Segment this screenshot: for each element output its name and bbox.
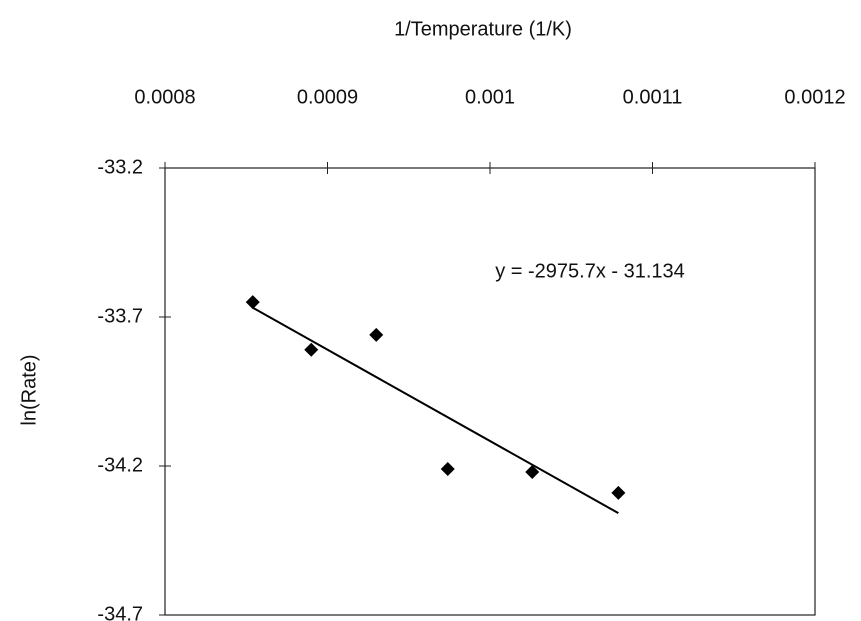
y-axis-title: ln(Rate): [18, 354, 40, 425]
data-point: [304, 342, 319, 357]
trendline-equation: y = -2975.7x - 31.134: [495, 260, 685, 282]
x-tick-label: 0.001: [465, 86, 515, 108]
x-tick-label: 0.0008: [134, 86, 195, 108]
data-point: [611, 485, 626, 500]
plot-frame: [164, 167, 816, 616]
x-tick-label: 0.0009: [297, 86, 358, 108]
y-tick-label: -33.7: [97, 305, 143, 327]
trendline: [252, 306, 619, 515]
x-tick-label: 0.0012: [784, 86, 845, 108]
y-tick-label: -34.2: [97, 454, 143, 476]
data-point: [525, 464, 540, 479]
data-point: [245, 295, 260, 310]
x-tick-label: 0.0011: [623, 86, 683, 108]
data-point: [369, 327, 384, 342]
data-point: [440, 461, 455, 476]
y-tick-label: -33.2: [97, 156, 143, 178]
y-tick-label: -34.7: [97, 603, 143, 621]
x-axis-title: 1/Temperature (1/K): [394, 18, 572, 40]
